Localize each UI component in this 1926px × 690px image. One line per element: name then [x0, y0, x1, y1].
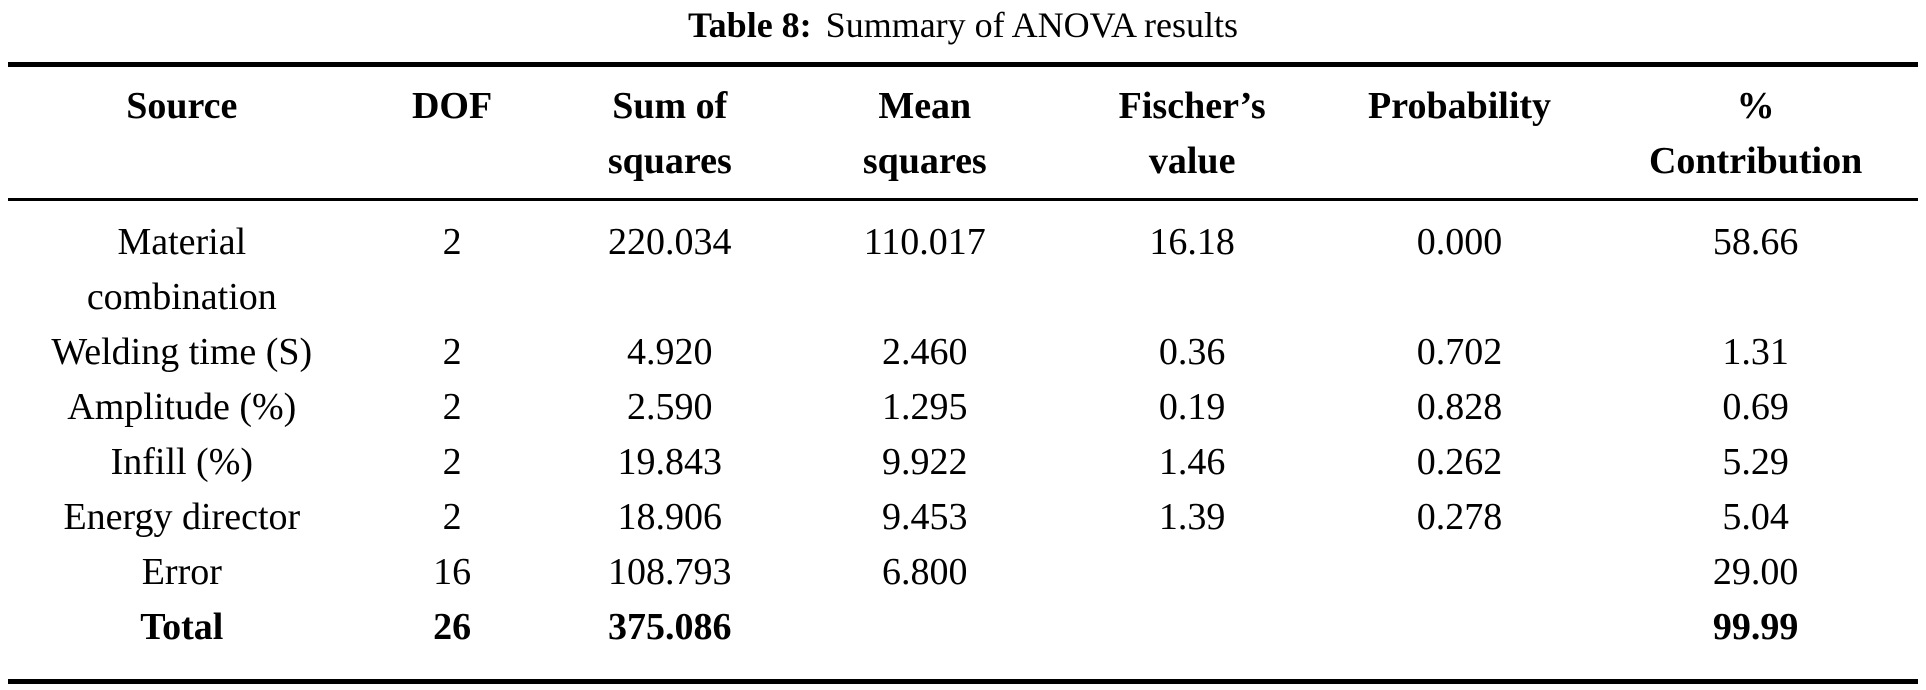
column-header-mean-squares: Mean squares: [791, 64, 1059, 201]
cell-source: Total: [140, 606, 224, 648]
cell-mean-squares: 110.017: [863, 221, 986, 263]
header-line: %: [1736, 85, 1775, 127]
cell-probability: 0.000: [1416, 221, 1503, 263]
cell-mean-squares: 1.295: [882, 386, 968, 428]
table-header: Source DOF Sum of squares Mean squares F…: [8, 64, 1918, 201]
cell-sum-of-squares: 2.590: [627, 386, 713, 428]
cell-percent-contribution: 29.00: [1712, 551, 1799, 593]
header-line: value: [1148, 140, 1236, 182]
header-line: Source: [126, 85, 238, 127]
column-header-fischers-value: Fischer’s value: [1058, 64, 1326, 201]
cell-sum-of-squares: 19.843: [617, 441, 723, 483]
table-row: Error 16 108.793 6.800 29.00: [8, 545, 1918, 600]
cell-source: Error: [141, 551, 222, 593]
column-header-percent-contribution: % Contribution: [1593, 64, 1918, 201]
header-line: Sum of: [612, 85, 728, 127]
cell-fischers-value: [1058, 545, 1325, 600]
header-line: Contribution: [1648, 140, 1863, 182]
table-row: Energy director 2 18.906 9.453 1.39 0.27…: [8, 490, 1918, 545]
cell-dof: 2: [442, 331, 462, 373]
anova-results-table: Source DOF Sum of squares Mean squares F…: [8, 62, 1918, 684]
cell-fischers-value: [1058, 600, 1325, 682]
cell-fischers-value: 1.46: [1158, 441, 1226, 483]
column-header-sum-of-squares: Sum of squares: [548, 64, 792, 201]
cell-source: Energy director: [63, 496, 301, 538]
cell-percent-contribution: 5.29: [1722, 441, 1789, 483]
table-row: Amplitude (%) 2 2.590 1.295 0.19 0.828 0…: [8, 380, 1918, 435]
cell-fischers-value: 16.18: [1149, 221, 1235, 263]
cell-sum-of-squares: 108.793: [608, 551, 732, 593]
cell-probability: 0.262: [1416, 441, 1503, 483]
cell-sum-of-squares: 4.920: [627, 331, 713, 373]
table-row: Infill (%) 2 19.843 9.922 1.46 0.262 5.2…: [8, 435, 1918, 490]
cell-mean-squares: 9.453: [882, 496, 968, 538]
header-line: Fischer’s: [1118, 85, 1266, 127]
cell-percent-contribution: 5.04: [1722, 496, 1789, 538]
table-row: Material combination 2 220.034 110.017 1…: [8, 200, 1918, 326]
header-line: DOF: [411, 85, 493, 127]
table-row: Total 26 375.086 99.99: [8, 600, 1918, 682]
cell-fischers-value: 0.19: [1158, 386, 1226, 428]
header-line: [1326, 134, 1593, 189]
cell-mean-squares: 2.460: [882, 331, 968, 373]
cell-source: Material combination: [86, 221, 277, 318]
header-line: [356, 134, 549, 189]
cell-percent-contribution: 0.69: [1722, 386, 1789, 428]
column-header-source: Source: [8, 64, 356, 201]
cell-percent-contribution: 58.66: [1712, 221, 1799, 263]
cell-mean-squares: 6.800: [882, 551, 968, 593]
cell-probability: [1326, 545, 1593, 600]
table-caption-label: Table 8:: [687, 5, 812, 45]
cell-probability: 0.828: [1416, 386, 1503, 428]
cell-percent-contribution: 1.31: [1722, 331, 1789, 373]
table-row: Welding time (S) 2 4.920 2.460 0.36 0.70…: [8, 325, 1918, 380]
cell-dof: 16: [433, 551, 472, 593]
cell-sum-of-squares: 375.086: [608, 606, 732, 648]
table-caption-text: Summary of ANOVA results: [825, 5, 1239, 45]
cell-source: Infill (%): [110, 441, 254, 483]
cell-dof: 26: [433, 606, 472, 648]
cell-fischers-value: 1.39: [1158, 496, 1226, 538]
table-body: Material combination 2 220.034 110.017 1…: [8, 200, 1918, 682]
cell-dof: 2: [442, 221, 462, 263]
cell-percent-contribution: 99.99: [1712, 606, 1799, 648]
header-line: squares: [862, 140, 987, 182]
cell-fischers-value: 0.36: [1158, 331, 1226, 373]
cell-probability: 0.702: [1416, 331, 1503, 373]
cell-sum-of-squares: 18.906: [617, 496, 723, 538]
cell-probability: [1326, 600, 1593, 682]
table-caption: Table 8: Summary of ANOVA results: [0, 0, 1926, 50]
cell-sum-of-squares: 220.034: [608, 221, 732, 263]
header-line: [8, 134, 356, 189]
header-row: Source DOF Sum of squares Mean squares F…: [8, 64, 1918, 201]
cell-source: Amplitude (%): [67, 386, 297, 428]
column-header-dof: DOF: [355, 64, 549, 201]
header-line: Probability: [1368, 85, 1552, 127]
cell-dof: 2: [442, 441, 462, 483]
cell-dof: 2: [442, 386, 462, 428]
header-line: squares: [607, 140, 732, 182]
cell-mean-squares: 9.922: [882, 441, 968, 483]
cell-dof: 2: [442, 496, 462, 538]
column-header-probability: Probability: [1325, 64, 1594, 201]
cell-mean-squares: [791, 600, 1058, 682]
cell-probability: 0.278: [1416, 496, 1503, 538]
header-line: Mean: [878, 85, 972, 127]
cell-source: Welding time (S): [51, 331, 313, 373]
